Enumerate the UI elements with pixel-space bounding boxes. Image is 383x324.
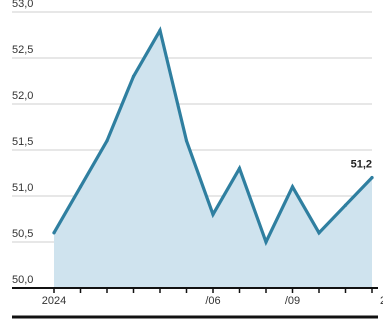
data-point xyxy=(237,166,242,170)
y-tick-label: 50,0 xyxy=(12,274,33,286)
data-point xyxy=(343,203,348,207)
x-axis: 2024/06/09 2025 xyxy=(12,287,383,319)
data-point xyxy=(290,185,295,189)
data-point xyxy=(184,139,189,143)
series-line-layer xyxy=(52,26,374,247)
x-tick-label: 2024 xyxy=(42,295,66,307)
y-tick-label: 52,5 xyxy=(12,44,33,56)
data-labels: 51,2 xyxy=(351,159,372,171)
data-point xyxy=(211,212,215,216)
data-point xyxy=(370,176,374,180)
x-tick-label: 2025 xyxy=(380,295,383,307)
data-point xyxy=(105,139,109,143)
x-tick-label: /09 xyxy=(285,295,300,307)
data-point xyxy=(131,74,136,78)
y-tick-label: 51,0 xyxy=(12,182,33,194)
end-value-label: 51,2 xyxy=(351,159,372,171)
y-tick-label: 53,0 xyxy=(12,0,33,10)
y-axis-tick-labels: 53,0 52,5 52,0 51,5 51,0 50,5 50,0 xyxy=(12,0,33,286)
data-point xyxy=(317,231,321,235)
data-point xyxy=(78,185,83,189)
data-point xyxy=(52,231,56,235)
area-fill-layer xyxy=(54,30,372,289)
x-tick-label: /06 xyxy=(205,295,220,307)
data-point xyxy=(158,28,162,32)
y-tick-label: 51,5 xyxy=(12,136,33,148)
y-tick-label: 52,0 xyxy=(12,90,33,102)
y-tick-label: 50,5 xyxy=(12,228,33,240)
area-fill xyxy=(54,30,372,289)
data-point xyxy=(264,240,268,244)
